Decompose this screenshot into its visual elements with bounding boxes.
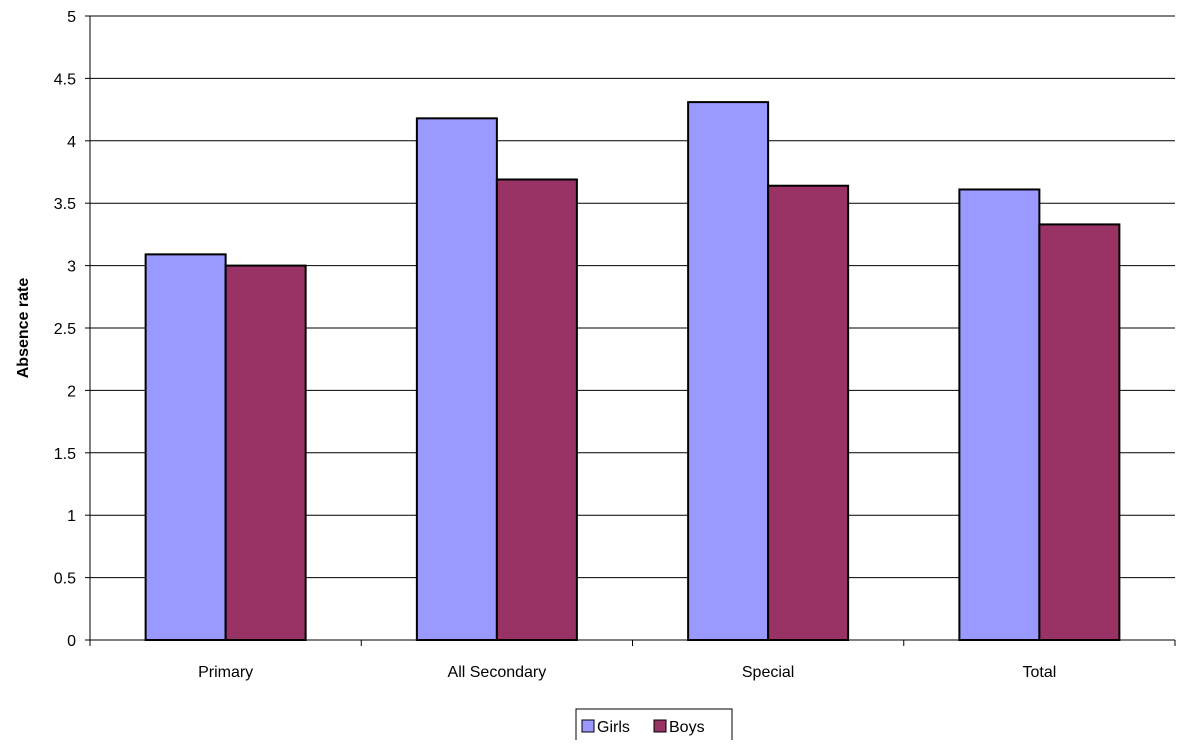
- bar-girls-primary: [146, 254, 226, 640]
- legend-label-girls: Girls: [597, 719, 630, 736]
- x-tick-labels: Primary All Secondary Special Total: [198, 664, 1056, 681]
- y-axis-title: Absence rate: [15, 278, 32, 379]
- y-tick-label: 4: [67, 134, 76, 151]
- legend: Girls Boys: [576, 709, 732, 740]
- y-tick-label: 5: [67, 9, 76, 26]
- bar-boys-all-secondary: [497, 179, 577, 640]
- y-tick-label: 0.5: [54, 571, 76, 588]
- y-tick-labels: 0 0.5 1 1.5 2 2.5 3 3.5 4 4.5 5: [54, 9, 76, 650]
- bar-girls-special: [688, 102, 768, 640]
- y-tick-label: 4.5: [54, 71, 76, 88]
- y-tick-label: 3: [67, 259, 76, 276]
- y-tick-label: 3.5: [54, 196, 76, 213]
- bar-boys-special: [768, 186, 848, 640]
- bars: [146, 102, 1120, 640]
- bar-girls-total: [959, 189, 1039, 640]
- y-tick-label: 2: [67, 383, 76, 400]
- legend-swatch-boys: [654, 720, 666, 732]
- legend-swatch-girls: [582, 720, 594, 732]
- x-tick-label: Total: [1022, 664, 1056, 681]
- x-tick-label: All Secondary: [448, 664, 547, 681]
- x-tick-label: Primary: [198, 664, 253, 681]
- bar-girls-all-secondary: [417, 118, 497, 640]
- y-tick-label: 0: [67, 633, 76, 650]
- y-tick-label: 1: [67, 508, 76, 525]
- legend-label-boys: Boys: [669, 719, 705, 736]
- bar-boys-total: [1039, 224, 1119, 640]
- bar-boys-primary: [226, 266, 306, 640]
- x-tick-label: Special: [742, 664, 794, 681]
- y-tick-label: 2.5: [54, 321, 76, 338]
- y-tick-label: 1.5: [54, 446, 76, 463]
